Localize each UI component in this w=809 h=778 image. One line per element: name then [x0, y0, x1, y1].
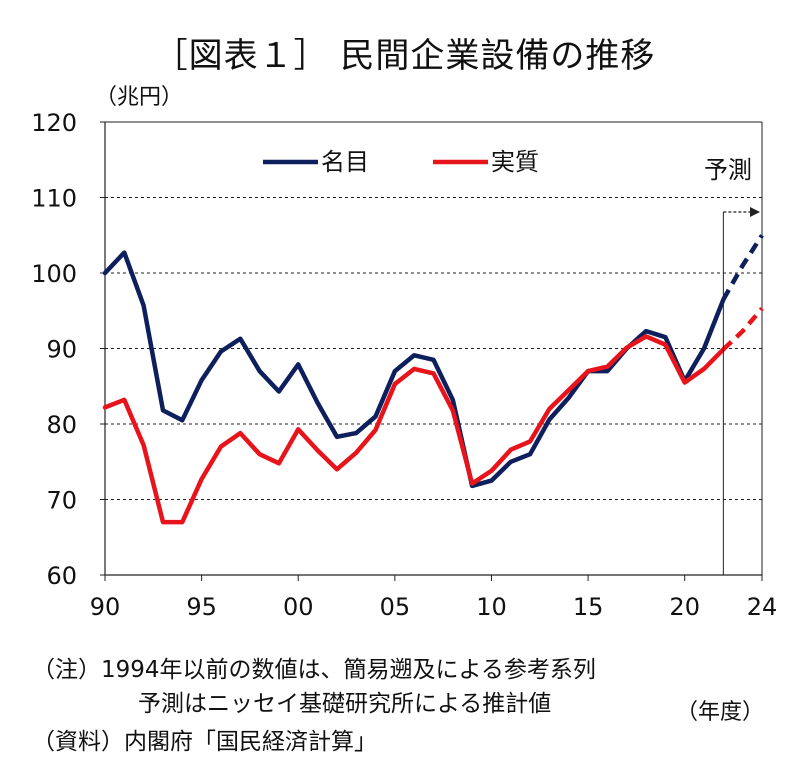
- y-tick-labels: 60 70 80 90 100 110 120: [31, 109, 77, 590]
- x-tick-label: 20: [669, 593, 700, 621]
- series-line-1: [102, 334, 726, 525]
- x-tick-label: 95: [186, 593, 217, 621]
- y-tick-label: 80: [46, 411, 77, 439]
- forecast-marker: 予測: [704, 156, 760, 575]
- x-tick-labels: 90 95 00 05 10 15 20 24: [90, 593, 778, 621]
- note-line-3: （資料）内閣府「国民経済計算」: [32, 729, 377, 755]
- y-tick-label: 90: [46, 336, 77, 364]
- x-tick-label: 24: [747, 593, 778, 621]
- series-forecast-line-1: [721, 307, 764, 351]
- y-tick-label: 70: [46, 487, 77, 515]
- axes: [100, 121, 763, 581]
- x-axis-unit: （年度）: [676, 700, 764, 725]
- legend: 名目 実質: [263, 148, 539, 176]
- y-tick-label: 120: [31, 109, 77, 137]
- x-tick-label: 05: [380, 593, 411, 621]
- y-tick-label: 60: [46, 562, 77, 590]
- series-lines: [102, 234, 764, 525]
- x-tick-label: 15: [573, 593, 604, 621]
- forecast-label: 予測: [704, 156, 752, 184]
- x-tick-label: 00: [283, 593, 314, 621]
- note-line-2: 予測はニッセイ基礎研究所による推計値: [138, 691, 552, 717]
- x-tick-label: 90: [90, 593, 121, 621]
- legend-label-1: 実質: [491, 148, 539, 176]
- y-axis-unit: （兆円）: [95, 85, 183, 110]
- grid-lines: [105, 121, 762, 500]
- x-tick-label: 10: [476, 593, 507, 621]
- note-line-1: （注）1994年以前の数値は、簡易遡及による参考系列: [32, 657, 596, 683]
- chart-title: ［図表１］ 民間企業設備の推移: [153, 36, 656, 76]
- series-forecast-line-0: [721, 234, 764, 301]
- y-tick-label: 110: [31, 185, 77, 213]
- y-tick-label: 100: [31, 260, 77, 288]
- forecast-arrow-head: [750, 207, 760, 217]
- legend-label-0: 名目: [321, 148, 369, 176]
